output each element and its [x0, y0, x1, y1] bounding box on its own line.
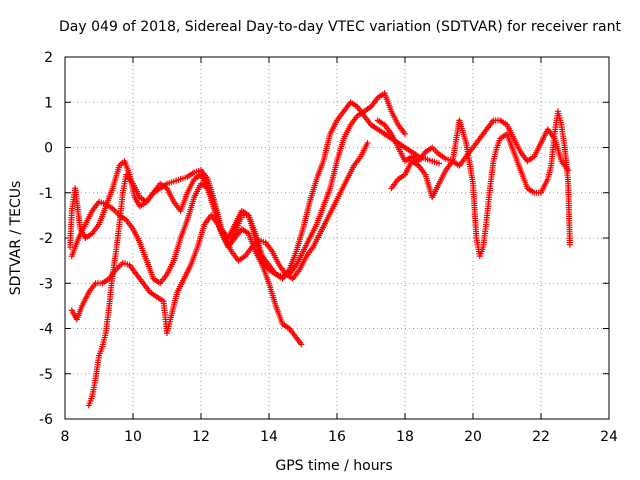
data-point	[565, 167, 572, 174]
chart-title: Day 049 of 2018, Sidereal Day-to-day VTE…	[59, 19, 621, 35]
series-track-f	[374, 117, 572, 174]
data-series	[67, 90, 573, 409]
x-tick-label: 10	[124, 429, 142, 445]
data-point	[364, 139, 371, 146]
y-tick-label: 0	[44, 141, 53, 157]
x-tick-label: 22	[532, 429, 550, 445]
x-tick-label: 8	[61, 429, 70, 445]
x-tick-label: 24	[600, 429, 618, 445]
x-tick-label: 12	[192, 429, 210, 445]
data-point	[436, 160, 442, 167]
x-tick-label: 20	[464, 429, 482, 445]
y-tick-label: -3	[39, 276, 53, 292]
data-point	[402, 130, 408, 137]
y-tick-label: -4	[39, 322, 53, 338]
x-axis-label: GPS time / hours	[275, 458, 392, 474]
y-tick-label: 1	[44, 95, 53, 111]
y-tick-label: -6	[39, 412, 53, 428]
y-tick-label: 2	[44, 50, 53, 66]
x-tick-label: 16	[328, 429, 346, 445]
data-point	[566, 241, 573, 248]
y-tick-label: -2	[39, 231, 53, 247]
grid	[65, 57, 609, 419]
x-tick-label: 18	[396, 429, 414, 445]
series-track-d	[85, 171, 305, 409]
y-tick-label: -5	[39, 367, 53, 383]
data-point	[298, 341, 305, 348]
y-tick-label: -1	[39, 186, 53, 202]
y-axis-label: SDTVAR / TECUs	[8, 181, 24, 296]
x-tick-label: 14	[260, 429, 278, 445]
